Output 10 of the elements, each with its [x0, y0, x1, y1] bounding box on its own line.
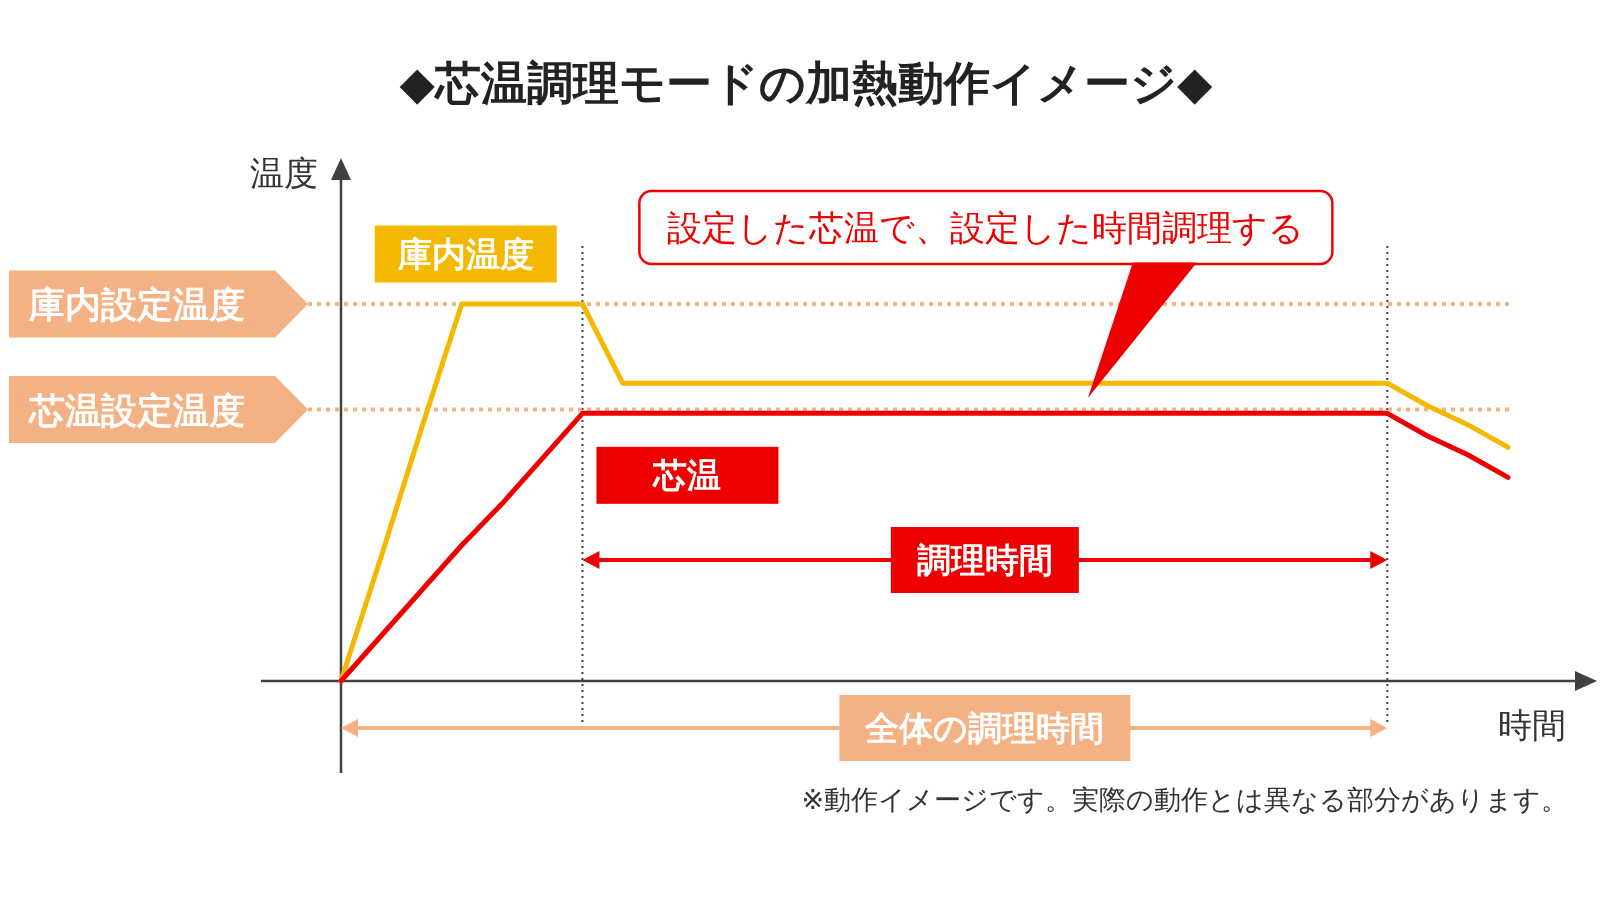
annotation: 設定した芯温で、設定した時間調理する: [638, 189, 1334, 398]
annotation: ※動作イメージです。実際の動作とは異なる部分があります。: [801, 784, 1568, 815]
title: ◆芯温調理モードの加熱動作イメージ◆: [399, 56, 1213, 110]
series-label: 庫内温度: [396, 234, 534, 274]
annotation: 調理時間: [582, 527, 1388, 593]
ylabel: 温度: [250, 153, 318, 193]
annotation: 調理時間: [916, 540, 1053, 580]
annotation: 全体の調理時間: [341, 695, 1388, 761]
xlabel: 時間: [1498, 705, 1566, 745]
series-label: 芯温: [652, 455, 722, 496]
